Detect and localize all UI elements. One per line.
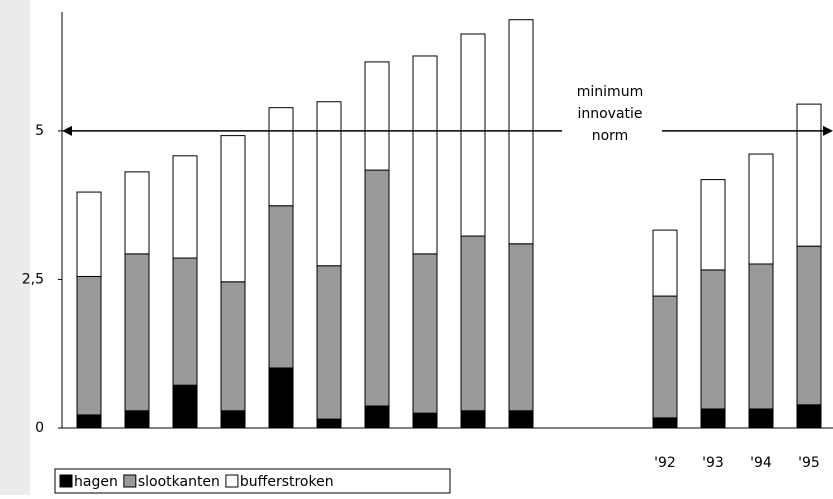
bar-segment	[460, 410, 486, 429]
bar-segment	[748, 263, 774, 410]
x-tick-label: '95	[798, 455, 820, 471]
bar-segment	[748, 408, 774, 429]
reference-label: norm	[592, 128, 629, 144]
arrow-head	[62, 125, 72, 136]
bar-segment	[796, 245, 822, 406]
legend-label: bufferstroken	[240, 474, 334, 490]
bar-segment	[364, 169, 390, 407]
arrow-head	[823, 125, 833, 136]
y-tick-label: 5	[35, 123, 44, 139]
x-tick-label: '94	[750, 455, 772, 471]
bar-segment	[700, 408, 726, 429]
side-strip	[0, 0, 30, 495]
bar-segment	[316, 101, 342, 267]
bar-segment	[700, 179, 726, 271]
y-tick-label: 2,5	[22, 271, 44, 287]
bar-segment	[172, 257, 198, 386]
bar-segment	[796, 103, 822, 247]
bar-segment	[700, 269, 726, 410]
legend-swatch	[59, 474, 73, 488]
x-tick-label: '93	[702, 455, 724, 471]
bar-segment	[76, 191, 102, 277]
label-bg	[562, 104, 662, 124]
bar-segment	[508, 410, 534, 429]
legend-swatch	[225, 474, 239, 488]
bar-segment	[316, 418, 342, 429]
bar-segment	[412, 253, 438, 414]
legend-label: hagen	[74, 474, 118, 490]
bar-segment	[364, 405, 390, 429]
bar-segment	[316, 265, 342, 420]
bar-segment	[796, 404, 822, 429]
bar-segment	[364, 61, 390, 171]
legend-label: slootkanten	[138, 474, 220, 490]
y-tick-label: 0	[35, 420, 44, 436]
reference-label: innovatie	[577, 106, 642, 122]
bar-segment	[652, 295, 678, 419]
bar-segment	[124, 410, 150, 429]
bar-segment	[412, 412, 438, 429]
bar-segment	[268, 107, 294, 207]
bar-segment	[652, 417, 678, 429]
bar-segment	[172, 155, 198, 259]
bar-segment	[460, 33, 486, 237]
x-tick-label: '92	[654, 455, 676, 471]
bar-segment	[220, 281, 246, 412]
bar-segment	[268, 367, 294, 429]
bar-segment	[124, 253, 150, 412]
bar-segment	[508, 19, 534, 245]
reference-label: minimum	[577, 84, 643, 100]
bar-segment	[220, 410, 246, 429]
bar-segment	[76, 414, 102, 429]
bar-segment	[76, 275, 102, 416]
label-bg	[562, 126, 662, 146]
legend-swatch	[123, 474, 137, 488]
bar-segment	[268, 205, 294, 369]
bar-segment	[508, 243, 534, 412]
bar-segment	[412, 55, 438, 255]
bar-segment	[460, 235, 486, 412]
bar-segment	[652, 229, 678, 297]
label-bg	[562, 82, 662, 102]
legend-box	[54, 468, 451, 494]
bar-segment	[124, 171, 150, 255]
bar-segment	[220, 135, 246, 283]
bar-segment	[748, 153, 774, 265]
bar-segment	[172, 384, 198, 429]
